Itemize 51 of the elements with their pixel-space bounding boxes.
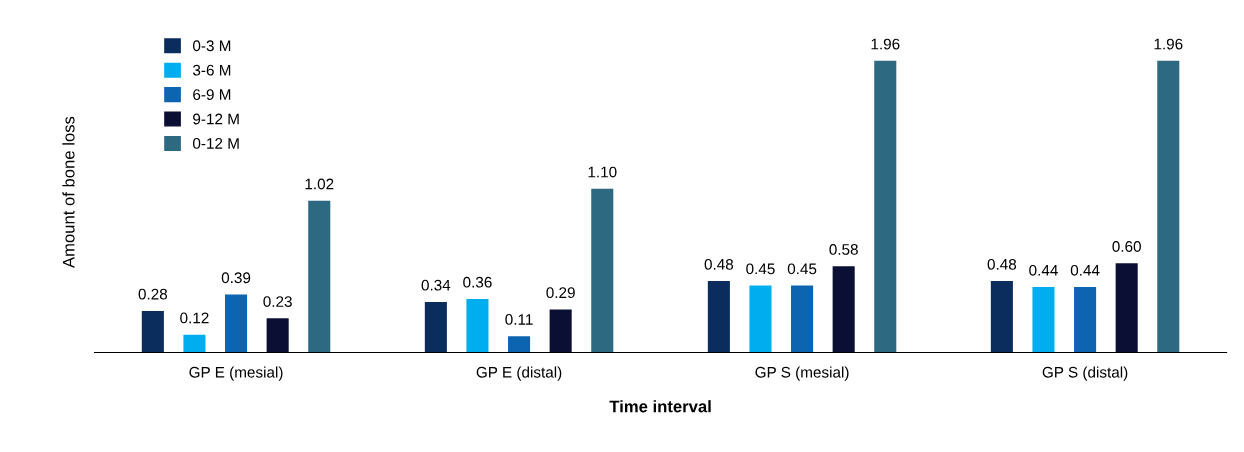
bar bbox=[308, 200, 331, 353]
bar bbox=[749, 285, 772, 353]
bar bbox=[1074, 287, 1097, 353]
data-label: 0.11 bbox=[505, 314, 533, 325]
bar bbox=[183, 334, 206, 353]
bar bbox=[508, 336, 531, 353]
bar bbox=[791, 285, 814, 353]
legend-label: 9-12 M bbox=[193, 113, 239, 125]
legend-label: 0-12 M bbox=[192, 138, 239, 149]
bar bbox=[266, 318, 289, 353]
bar bbox=[832, 266, 855, 353]
bar bbox=[1115, 263, 1138, 353]
y-axis-title: Amount of bone loss bbox=[62, 116, 75, 269]
bar bbox=[1157, 60, 1180, 353]
data-label: 1.10 bbox=[588, 166, 617, 178]
legend-label: 3-6 M bbox=[192, 64, 231, 76]
bar bbox=[990, 281, 1013, 353]
data-label: 0.12 bbox=[180, 312, 209, 324]
data-label: 0.29 bbox=[546, 287, 575, 299]
bar bbox=[466, 298, 489, 353]
x-tick-label: GP E (mesial) bbox=[189, 366, 283, 381]
data-label: 0.44 bbox=[1029, 264, 1058, 276]
bar bbox=[591, 188, 614, 353]
x-axis-title: Time interval bbox=[609, 400, 711, 413]
bar bbox=[141, 310, 164, 353]
x-tick-label: GP S (distal) bbox=[1042, 366, 1128, 381]
data-label: 0.60 bbox=[1112, 241, 1141, 252]
data-label: 0.58 bbox=[829, 244, 858, 255]
legend-label: 0-3 M bbox=[192, 40, 231, 52]
data-label: 0.23 bbox=[263, 296, 292, 307]
bar bbox=[424, 301, 447, 353]
data-label: 0.48 bbox=[987, 258, 1017, 270]
data-label: 0.45 bbox=[787, 263, 817, 275]
data-label: 0.36 bbox=[463, 276, 492, 288]
data-label: 0.39 bbox=[221, 272, 251, 284]
x-tick-label: GP S (mesial) bbox=[755, 366, 849, 381]
data-label: 1.02 bbox=[305, 178, 334, 190]
data-label: 0.34 bbox=[421, 279, 451, 291]
data-label: 0.28 bbox=[138, 288, 168, 300]
data-label: 0.45 bbox=[746, 263, 775, 275]
legend-label: 6-9 M bbox=[193, 89, 231, 100]
x-tick-label: GP E (distal) bbox=[476, 366, 562, 381]
data-label: 0.44 bbox=[1070, 264, 1100, 276]
data-label: 1.96 bbox=[871, 38, 900, 50]
bar bbox=[1032, 287, 1055, 353]
data-label: 1.96 bbox=[1154, 38, 1183, 50]
data-label: 0.48 bbox=[704, 258, 734, 270]
bar bbox=[707, 281, 730, 353]
bar bbox=[874, 60, 897, 353]
bar bbox=[225, 294, 248, 353]
bar bbox=[549, 309, 572, 353]
